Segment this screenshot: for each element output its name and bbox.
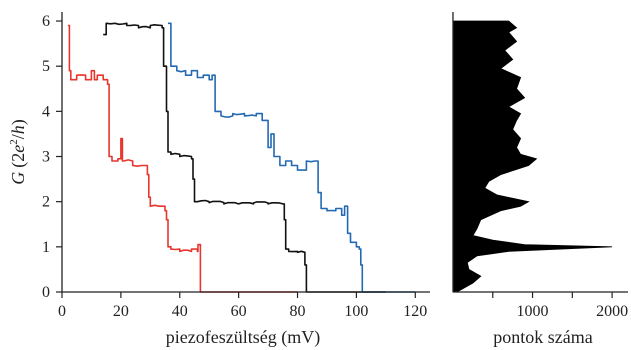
histogram-tick-label: 1000	[517, 303, 549, 320]
histogram-x-axis-label: pontok száma	[493, 327, 592, 347]
y-label-g: G	[8, 172, 28, 185]
y-tick-label: 6	[42, 13, 50, 30]
histogram-area	[452, 20, 613, 293]
y-ticks: 0 1 2 3 4 5 6	[42, 13, 62, 301]
y-tick-label: 5	[42, 58, 50, 75]
y-tick-label: 1	[42, 239, 50, 256]
trace-line-2	[103, 22, 386, 293]
y-tick-label: 0	[42, 284, 50, 301]
y-label-sup: 2	[8, 139, 20, 145]
conductance-traces	[67, 22, 416, 293]
main-chart: 0 20 40 60 80 100 120 0 1 2 3 4 5 6 piezofeszültség …	[8, 12, 430, 348]
y-tick-label: 3	[42, 149, 50, 166]
x-tick-label: 0	[58, 303, 66, 320]
y-axis-label: G (2e2/h)	[8, 119, 29, 185]
x-ticks: 0 20 40 60 80 100 120	[58, 292, 427, 320]
histogram-tick-label: 2000	[596, 303, 628, 320]
x-tick-label: 100	[344, 303, 368, 320]
y-tick-label: 2	[42, 194, 50, 211]
y-label-e: e	[8, 145, 28, 153]
histogram-x-ticks: 1000 2000	[492, 292, 628, 320]
y-label-slash: /	[8, 134, 28, 139]
x-tick-label: 20	[113, 303, 129, 320]
x-axis-label: piezofeszültség (mV)	[166, 327, 320, 348]
trace-line-1	[67, 24, 298, 293]
y-tick-label: 4	[42, 103, 50, 120]
histogram-chart: 1000 2000 pontok száma	[452, 12, 628, 347]
y-label-h: h	[8, 125, 28, 134]
main-axes	[61, 12, 430, 293]
x-tick-label: 60	[231, 303, 247, 320]
x-tick-label: 80	[290, 303, 306, 320]
x-tick-label: 120	[403, 303, 427, 320]
histogram-fill	[452, 20, 613, 293]
x-tick-label: 40	[172, 303, 188, 320]
y-label-close: )	[8, 119, 29, 125]
y-label-open: (2	[8, 153, 29, 168]
